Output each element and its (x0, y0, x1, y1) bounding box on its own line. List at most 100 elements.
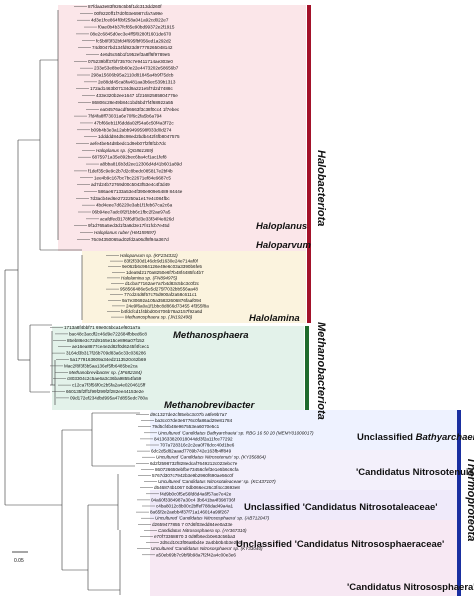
scale-bar-label: 0.05 (14, 558, 24, 564)
phylum-label-halobacteriota: Halobacteriota (315, 150, 327, 226)
tip-label: 2d5cd10c3f06a8bd4e 2a4bb0b4b3e2b0 (160, 540, 242, 545)
tip-label: 9e062b6c984126e49e6c03a3390b6fe5 (122, 264, 202, 269)
tip-label: 06b94ee7adc0f2f1bb6c1fbc2f2ae97a5 (92, 210, 171, 215)
tip-label: 233e53e8be6b60e22e4473202e58656b7 (94, 66, 179, 71)
group-label-nitrosotenuis: 'Candidatus Nitrosotenuis' (356, 467, 474, 478)
tip-label: Haloplanus sp. (QG861369) (96, 148, 154, 153)
tip-label: f1def35c9e9c2b7d2c8bedc085817e2bf4b (88, 168, 173, 173)
group-label-methanosphaera: Methanosphaera (173, 330, 249, 341)
tip-label: Uncultured 'Candidatus Nitrosotenuis' sp… (156, 455, 266, 460)
nitrosotaleaceae-clade-shading (150, 490, 460, 520)
tip-label: 08e2c6845d0ec3e4ff5f0280f1601de670 (90, 31, 172, 36)
tip-label: d1cba77162ae7a7b4d83c5bc3c0f2c (125, 281, 200, 286)
tip-labels: 87fdaa3e83f926c5b5f1dc313dd260f 00f9220ff… (64, 4, 314, 557)
tip-connectors (50, 6, 159, 556)
tip-label: 86806c28e49b84c1bd5bd7f4f68922a55 (92, 100, 174, 105)
tip-label: a50eb69b7c9bf9b98a7f2f42a4c00e3e6 (156, 552, 236, 557)
tip-label: Methanosphaera sp. (JN192498) (125, 315, 193, 320)
group-label-haloparvum: Haloparvum (256, 240, 311, 251)
tip-label: fc5b8f3f32bfd4f695fbf056ed1a292d2 (96, 38, 172, 43)
tip-label: Candidatus Nitrososphaera sp. (AY367310) (158, 528, 247, 533)
halobacteriota-clade-shading (58, 5, 306, 251)
bathyarchaeia-clade-shading (150, 410, 460, 450)
tip-label: b09b4b3e3a12abb9499598f033d0d274 (91, 127, 172, 132)
haloparvum-clade-shading (82, 251, 306, 323)
phylum-label-thermoproteota: Thermoproteota (465, 457, 474, 541)
tip-label: 3164d3b317f26b709d83a6c33c036286 (66, 351, 146, 356)
tip-label: ba3cc07de3e6776c0fa86ad29e81784 (155, 418, 233, 423)
group-label-nitrososphaera: 'Candidatus Nitrososphaera' (347, 582, 474, 593)
tip-label: a8bba816b3d2ee12306d4d41b601a89d (100, 162, 182, 167)
tip-label: 6dc2d5d82aaad7789b742e163fb4ff849 (151, 449, 232, 454)
tree-backbone (4, 10, 140, 595)
tip-label: c4ba8012c8b00c2bffef788dad49a4a1 (156, 504, 234, 509)
tip-label: 8a65f2e2aebb4f37f71a146014a99f267 (150, 510, 230, 515)
tip-label: 47bf66eb11f6ddda02f54a6c50f4a3f72c (94, 120, 174, 125)
tip-label: Uncultured 'Candidatus Bathyarchaeia' sp… (158, 430, 314, 435)
tip-label: 958566486e5e5d275f7032bb556aa48 (120, 287, 198, 292)
tip-label: 87fdaa3e83f926c5b5f1dc313dd260f (88, 4, 162, 9)
tip-label: 433e320b2ee1647 1f21682585804776e (96, 93, 178, 98)
tip-label: Mac2f8f3f3b5aa136ef5fb6485be2ca (64, 363, 138, 368)
tip-label: d2659477855 7 07d6f03edd84ee0a33e (152, 522, 233, 527)
group-label-methanobrevibacter: Methanobrevibacter (164, 400, 256, 411)
group-label-unclassified-bathyarchaeia: Unclassified Bathyarchaeia (357, 432, 474, 443)
nitrososphaera-clade-shading (150, 520, 460, 596)
tip-label: 298a15606b95a2110d81845a4b9f75dcb (91, 73, 174, 78)
tip-label: 8413633820018044dd3f2a11fce77292 (154, 436, 233, 441)
tip-label: 860726650ebfbe73456cfef3e1e5b6c6cfa (155, 467, 239, 472)
tip-label: 2e88dd45ca8fa481aa3b6ec539b1313 (98, 79, 176, 84)
phylum-label-methanobacteriota: Methanobacteriota (315, 322, 327, 420)
tip-label: Uncultured 'Candidatus Nitrosotaleaceae'… (158, 479, 276, 484)
tip-label: 707a728316c2c2ea0f78dcc40d1be6 (160, 443, 235, 448)
tip-label: 9f1d765a5ed3d1f3a8d3e17f41fcb7e45d (88, 223, 170, 228)
tip-label: Haloparvum sp. (KF234331) (120, 253, 178, 258)
tip-label: 1ee4b9c167bc7bc22671ef84e9687c5 (94, 175, 171, 180)
tip-label: 83f2f330d146dc9d1630e24e714af0f (124, 259, 199, 264)
tip-label: 6d2f2598732f828edcaf7649212c023ebc7e (150, 461, 238, 466)
tip-label: 9a7e30692a105a35832606876faaf094 (122, 298, 202, 303)
tip-label: 04a60f3384987a30c4 3b641ba4f398736f (151, 497, 236, 502)
thermoproteota-bar (457, 410, 461, 596)
group-label-nitrososphaeraceae: Unclassified 'Candidatus Nitrososphaerac… (236, 539, 444, 550)
tip-label: 4bd4eee7d6220e3ab1f1feb67ca2c6a (96, 203, 173, 208)
methanobacteriota-clade-shading (52, 326, 304, 410)
halobacteriota-bar (307, 5, 311, 323)
tip-label: 85eb86e3c72d9165e15ce896a07f152 (67, 338, 145, 343)
tip-label: 1713a8f4bbf71 69e0c5bca1ef601a7a (64, 325, 141, 330)
tip-label: f4d9b0c0f5e56fd8d4a6f57ae7e42e (160, 491, 232, 496)
tip-label: 79d5cf4b48e967553ea6070e5c1 (152, 424, 220, 429)
tip-label: f0ae0b4b37fcf85e90bd99372e2f1915 (98, 25, 175, 30)
group-label-haloplanus: Haloplanus (256, 221, 307, 232)
tip-label: aefe4be54d8bedc1d9eb07f2f8f1b7dc (90, 141, 167, 146)
tip-label: 77cd24d6f57c75d900af2a58c611c1 (124, 292, 197, 297)
tip-label: ad7d24b72769d00c5043f53e4c4f3d49 (91, 182, 170, 187)
methanobacteriota-bar (305, 326, 309, 410)
tip-label: acafdfed3178f6df3d3e33f34f4e826d (100, 216, 174, 221)
tip-label: 660135f2ff1f99f299f2f282ee44153e2e (66, 389, 144, 394)
tip-label: 5767d307c7942b3e9b2960f690ae56c0f (152, 473, 234, 478)
tip-label: bac48c3acdf2c46d9e722684fbbed6c8 (69, 331, 147, 336)
tip-label: 74d0047bd134fd923d97778265048142 (92, 45, 173, 50)
tip-label: Haloplanus ruber (HM159597) (94, 230, 156, 235)
tip-label: 76c94350065ad02fd2a06df8f94a367d (91, 237, 169, 242)
tip-label: 172ad1463b07134d9a221e5f7d2d7488c (90, 86, 173, 91)
tip-label: c803304c2c5ae6a3c36ba98554fa59 (67, 376, 142, 381)
tip-label: d546874b1067 0db066ec26c3f4cc3693e8 (154, 485, 240, 490)
tip-label: Methanobrevibacter sp. (JF682184) (69, 370, 142, 375)
tip-label: b4fdcfcd1f4bbd004706b78a2157f92a6d (121, 309, 203, 314)
tip-label: 09d172ef234dbd995a47d855edc780a (70, 395, 148, 400)
tip-label: 5a1779163609a34ed2113520c62b69 (70, 357, 146, 362)
tip-label: 586ae67133a53e4f390e909e5489 8444e (98, 189, 183, 194)
nitrosotenuis-clade-shading (160, 450, 460, 490)
tip-label: 24e9f6a0a1f1bbc8d866d73455 4f355f8a (126, 303, 209, 308)
tip-label: 4d3e1fce864f0bf258a041a92cd022e7 (91, 18, 169, 23)
tip-label: Uncultured 'Candidatus Nitrososphaera' s… (155, 516, 270, 521)
tip-label: c12ca7f3f56f0c2b5fa2a4e0204615ff (72, 383, 146, 388)
tip-label: 4e6d5c55b1f1952ef3a8ff6f9789e5 (100, 52, 170, 57)
tip-label: Halolamina sp. (FN894975) (121, 275, 178, 280)
tip-label: d9c1327de2cf85ebc3c07b a6fe9b7a7 (150, 412, 227, 417)
tip-label: 7fd4fa8ff73031a6e70f6c2fa5b6a794 (88, 114, 162, 119)
group-label-nitrosotaleaceae: Unclassified 'Candidatus Nitrosotaleacea… (244, 502, 438, 513)
